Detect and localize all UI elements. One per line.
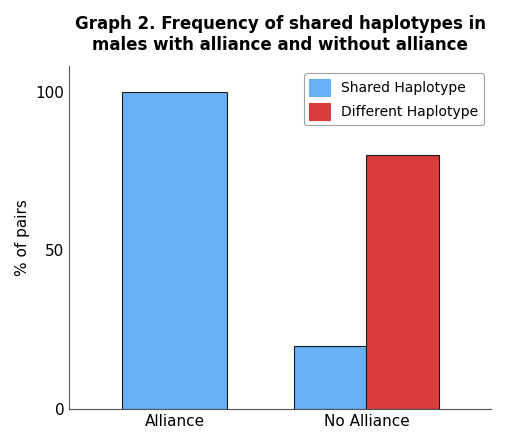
Bar <box>366 155 438 409</box>
Bar <box>122 92 227 409</box>
Y-axis label: % of pairs: % of pairs <box>15 199 30 276</box>
Legend: Shared Haplotype, Different Haplotype: Shared Haplotype, Different Haplotype <box>304 73 483 125</box>
Title: Graph 2. Frequency of shared haplotypes in
males with alliance and without allia: Graph 2. Frequency of shared haplotypes … <box>75 15 485 54</box>
Bar <box>293 346 366 409</box>
